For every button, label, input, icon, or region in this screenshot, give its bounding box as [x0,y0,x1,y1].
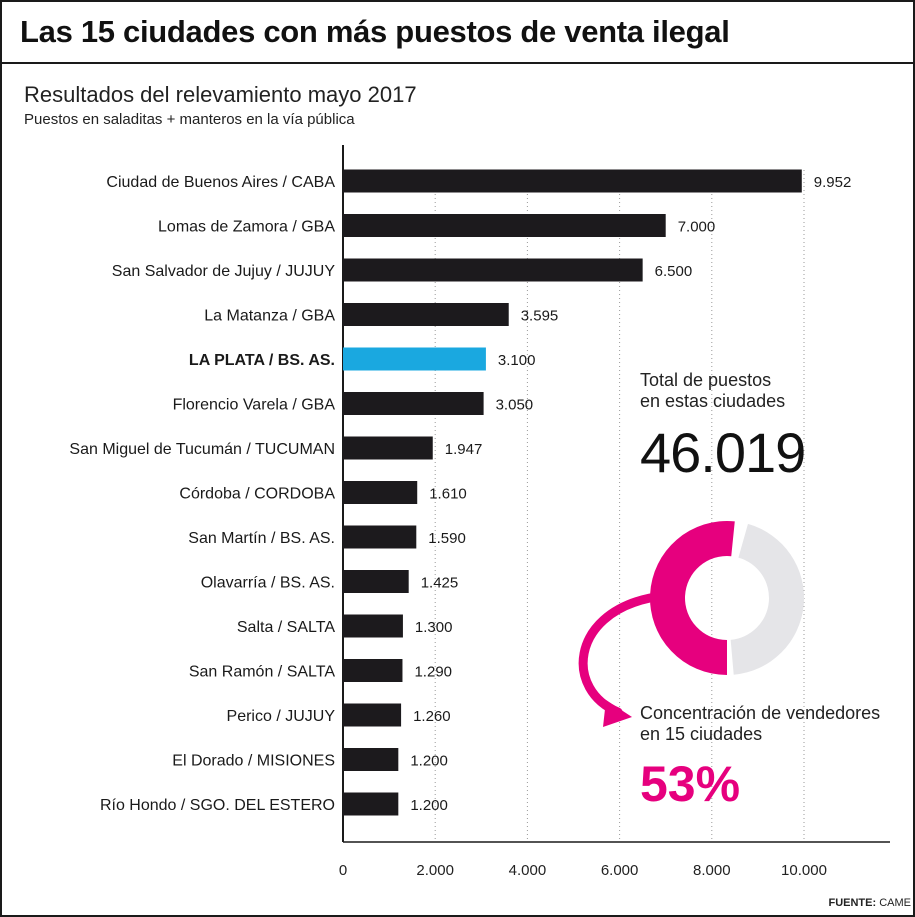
data-label: 3.100 [498,352,536,369]
x-tick-label: 4.000 [509,862,547,879]
bar [343,792,399,816]
data-label: 1.260 [413,708,451,725]
category-label: San Martín / BS. AS. [188,530,335,547]
category-label: Lomas de Zamora / GBA [158,219,335,236]
bar [343,214,666,237]
bar [343,570,409,593]
concentration-label-line2: en 15 ciudades [640,724,763,744]
category-label: Salta / SALTA [237,619,335,636]
data-label: 7.000 [678,219,716,236]
x-tick-label: 2.000 [416,862,454,879]
source-label: FUENTE: [828,897,877,909]
x-tick-label: 8.000 [693,862,731,879]
arrow-head [603,700,632,727]
bar [343,659,403,682]
category-label: Ciudad de Buenos Aires / CABA [106,174,335,191]
category-label: San Miguel de Tucumán / TUCUMAN [69,441,335,458]
bar [343,347,486,371]
x-tick-label: 10.000 [781,862,827,879]
data-label: 1.290 [414,664,452,681]
bar [343,436,433,460]
donut-remainder-segment [730,523,804,675]
bar [343,614,403,638]
data-label: 1.200 [410,797,448,814]
category-label: Río Hondo / SGO. DEL ESTERO [100,797,335,814]
data-label: 6.500 [655,263,693,280]
concentration-label: Concentración de vendedores en 15 ciudad… [640,703,880,745]
bar [343,169,802,193]
category-label: LA PLATA / BS. AS. [189,352,335,369]
data-label: 3.050 [496,397,534,414]
concentration-value: 53% [640,756,741,812]
total-label: Total de puestos en estas ciudades [640,370,785,412]
category-label: Florencio Varela / GBA [173,397,336,414]
bar [343,703,402,727]
concentration-label-line1: Concentración de vendedores [640,703,881,723]
data-label: 1.947 [445,441,483,458]
chart-description: Puestos en saladitas + manteros en la ví… [24,111,355,128]
page-title: Las 15 ciudades con más puestos de venta… [20,14,730,49]
chart-subtitle: Resultados del relevamiento mayo 2017 [24,82,417,107]
category-label: San Salvador de Jujuy / JUJUY [112,263,336,280]
bar [343,303,509,326]
donut-share-segment [649,521,735,675]
bar [343,481,418,504]
category-label: Córdoba / CORDOBA [179,486,335,503]
x-tick-label: 0 [339,862,347,879]
data-label: 3.595 [521,308,559,325]
category-label: El Dorado / MISIONES [172,753,335,770]
total-label-line2: en estas ciudades [640,391,786,411]
data-label: 1.200 [410,753,448,770]
bar [343,392,484,415]
bar [343,525,417,549]
source-note: FUENTE: CAME [828,897,911,909]
total-value: 46.019 [640,421,806,484]
category-label: Perico / JUJUY [227,708,336,725]
data-label: 1.610 [429,486,467,503]
bar [343,748,399,771]
category-label: La Matanza / GBA [204,308,335,325]
title-divider [0,62,915,64]
data-label: 9.952 [814,174,852,191]
total-label-line1: Total de puestos [640,370,772,390]
category-label: Olavarría / BS. AS. [201,575,335,592]
category-label: San Ramón / SALTA [189,664,335,681]
source-value: CAME [879,897,911,909]
arrow-curve [578,593,655,717]
x-tick-label: 6.000 [601,862,639,879]
bar [343,258,643,282]
data-label: 1.300 [415,619,453,636]
data-label: 1.425 [421,575,459,592]
data-label: 1.590 [428,530,466,547]
